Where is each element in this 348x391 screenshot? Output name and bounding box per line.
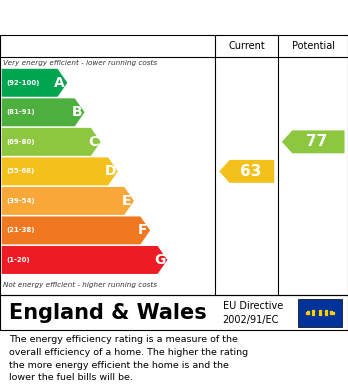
Text: (55-68): (55-68) bbox=[6, 169, 34, 174]
Polygon shape bbox=[2, 128, 101, 156]
Text: Energy Efficiency Rating: Energy Efficiency Rating bbox=[9, 9, 238, 27]
Bar bbox=[298, 298, 342, 326]
Text: A: A bbox=[54, 76, 65, 90]
Text: 2002/91/EC: 2002/91/EC bbox=[223, 314, 279, 325]
Polygon shape bbox=[2, 69, 67, 97]
Text: EU Directive: EU Directive bbox=[223, 301, 283, 311]
Text: Very energy efficient - lower running costs: Very energy efficient - lower running co… bbox=[3, 60, 157, 66]
Text: D: D bbox=[104, 164, 116, 178]
Text: Current: Current bbox=[228, 41, 265, 51]
Polygon shape bbox=[219, 160, 274, 183]
Polygon shape bbox=[2, 158, 118, 185]
Text: (39-54): (39-54) bbox=[6, 198, 34, 204]
Text: Potential: Potential bbox=[292, 41, 335, 51]
Text: (21-38): (21-38) bbox=[6, 228, 34, 233]
Text: (92-100): (92-100) bbox=[6, 80, 39, 86]
Text: Not energy efficient - higher running costs: Not energy efficient - higher running co… bbox=[3, 282, 157, 288]
Text: C: C bbox=[88, 135, 98, 149]
Text: 63: 63 bbox=[239, 164, 261, 179]
Text: The energy efficiency rating is a measure of the
overall efficiency of a home. T: The energy efficiency rating is a measur… bbox=[9, 335, 248, 382]
Polygon shape bbox=[2, 187, 134, 215]
Text: (1-20): (1-20) bbox=[6, 257, 30, 263]
Polygon shape bbox=[2, 246, 167, 274]
Text: 77: 77 bbox=[306, 135, 327, 149]
Text: E: E bbox=[121, 194, 131, 208]
Text: B: B bbox=[72, 105, 82, 119]
Text: (69-80): (69-80) bbox=[6, 139, 34, 145]
Text: England & Wales: England & Wales bbox=[9, 303, 206, 323]
Text: F: F bbox=[138, 223, 147, 237]
Polygon shape bbox=[282, 130, 345, 153]
Polygon shape bbox=[2, 217, 150, 244]
Polygon shape bbox=[2, 98, 85, 126]
Text: G: G bbox=[154, 253, 165, 267]
Text: (81-91): (81-91) bbox=[6, 109, 34, 115]
